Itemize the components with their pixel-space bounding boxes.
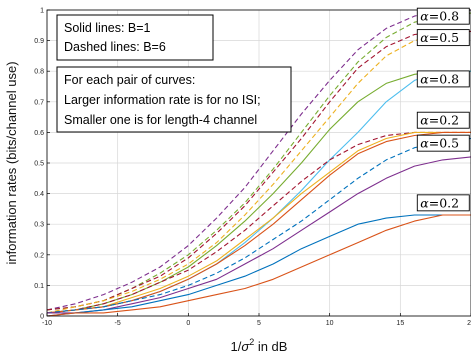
legend-solid-lines: Solid lines: B=1 xyxy=(64,21,151,35)
solid-series-line-11 xyxy=(46,214,471,317)
x-tick-label: 10 xyxy=(326,320,334,327)
y-tick-label: 0.7 xyxy=(34,99,44,106)
dashed-series-line-3 xyxy=(46,30,471,314)
svg-text:α=0.2: α=0.2 xyxy=(420,113,459,128)
svg-text:α=0.2: α=0.2 xyxy=(420,195,459,210)
solid-series-line-8 xyxy=(46,131,471,314)
alpha-label-2: α=0.8 xyxy=(416,70,470,88)
alpha-label-4: α=0.5 xyxy=(416,134,470,152)
y-tick-label: 0.8 xyxy=(34,69,44,76)
alpha-label-3: α=0.2 xyxy=(416,111,470,129)
y-tick-label: 0.5 xyxy=(34,161,44,168)
x-tick-label: -5 xyxy=(115,320,121,327)
series-lines xyxy=(46,9,471,317)
note-line-3: Smaller one is for length-4 channel xyxy=(64,113,257,127)
alpha-label-0: α=0.8 xyxy=(416,7,470,25)
note-line-2: Larger information rate is for no ISI; xyxy=(64,93,261,107)
x-tick-label: 20 xyxy=(467,320,471,327)
x-tick-label: 5 xyxy=(257,320,261,327)
y-tick-label: 0.3 xyxy=(34,222,44,229)
dashed-series-line-9 xyxy=(46,137,471,314)
x-tick-label: 0 xyxy=(186,320,190,327)
y-tick-label: 0.4 xyxy=(34,191,44,198)
solid-series-line-10 xyxy=(47,156,471,314)
dashed-series-line-6 xyxy=(46,131,471,314)
y-axis-label: information rates (bits/channel use) xyxy=(4,61,19,264)
solid-series-line-7 xyxy=(46,131,471,314)
dashed-series-line-0 xyxy=(46,9,471,311)
y-tick-label: 0 xyxy=(40,314,44,321)
svg-text:α=0.5: α=0.5 xyxy=(420,30,459,45)
dashed-series-line-2 xyxy=(46,30,471,311)
y-tick-label: 0.2 xyxy=(34,252,44,259)
x-tick-label: -10 xyxy=(42,320,52,327)
alpha-label-5: α=0.2 xyxy=(416,194,470,212)
x-axis-label: 1/σ2 in dB xyxy=(231,337,288,354)
y-tick-label: 0.9 xyxy=(34,38,44,45)
svg-text:α=0.8: α=0.8 xyxy=(420,9,459,24)
alpha-label-1: α=0.5 xyxy=(416,29,470,47)
svg-text:α=0.5: α=0.5 xyxy=(420,136,459,151)
y-tick-label: 0.6 xyxy=(34,130,44,137)
tick-labels: -10 -5 0 5 10 15 20 0 0.1 0.2 0.3 0.4 0.5 0.6 0.7 0.8 0.… xyxy=(34,8,471,327)
solid-series-line-12 xyxy=(46,214,471,317)
legend-dashed-lines: Dashed lines: B=6 xyxy=(64,40,166,54)
x-tick-label: 15 xyxy=(396,320,404,327)
note-line-1: For each pair of curves: xyxy=(64,73,195,87)
line-style-legend: Solid lines: B=1 Dashed lines: B=6 xyxy=(56,14,214,61)
y-tick-label: 1 xyxy=(40,8,44,15)
svg-text:α=0.8: α=0.8 xyxy=(420,71,459,86)
alpha-annotations: α=0.8 α=0.5 α=0.8 α=0.2 α=0.5 α=0.2 xyxy=(416,7,470,212)
curve-pair-note: For each pair of curves: Larger informat… xyxy=(56,66,292,133)
y-tick-label: 0.1 xyxy=(34,283,44,290)
